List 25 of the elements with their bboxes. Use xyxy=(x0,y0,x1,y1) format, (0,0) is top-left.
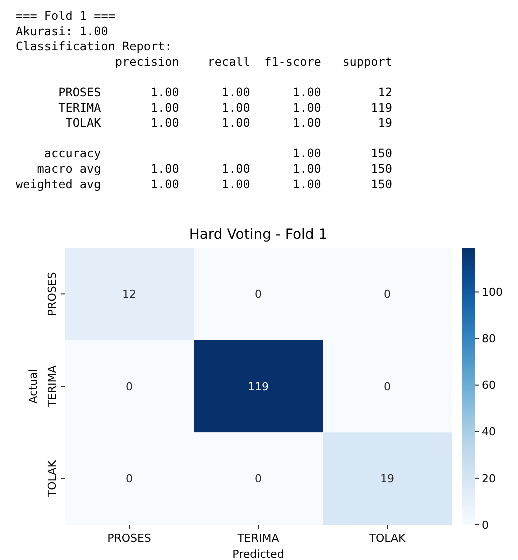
data-label: 19 xyxy=(380,472,394,486)
y-tick-label: TOLAK xyxy=(46,460,59,498)
color-bar-label: 0 xyxy=(482,518,489,532)
color-bar-label: 80 xyxy=(482,332,496,346)
color-bar-label: 20 xyxy=(482,472,496,486)
color-bar-label: 100 xyxy=(482,286,503,300)
y-axis-title: Actual xyxy=(27,369,40,404)
text: === Fold 1 === Akurasi: 1.00 Classification Report: precision recall f1-score support PROSES 1.00 1.00 1.00 12 TERIMA 1.00 1.00 1.00 119 TOLAK 1.00 1.00 1.00 19 accuracy 1.00 150 macro avg 1.00 1.00 1.00 150 weighted avg 1.00 1.00 1.00 150 xyxy=(16,9,392,192)
data-label: 0 xyxy=(126,472,133,486)
color-bar-label: 40 xyxy=(482,426,496,439)
x-tick-label: TOLAK xyxy=(368,532,407,545)
data-label: 0 xyxy=(255,288,262,302)
data-label: 0 xyxy=(255,472,262,486)
y-tick-label: TERIMA xyxy=(46,365,59,408)
data-label: 0 xyxy=(126,380,133,394)
chart-title: Hard Voting - Fold 1 xyxy=(189,227,328,243)
x-tick-label: PROSES xyxy=(108,532,152,545)
data-label: 119 xyxy=(248,380,269,394)
data-label: 0 xyxy=(384,380,391,394)
data-label: 12 xyxy=(122,288,136,302)
color-bar-label: 60 xyxy=(482,379,496,392)
data-label: 0 xyxy=(384,288,391,302)
y-tick-label: PROSES xyxy=(46,272,59,316)
x-tick-label: TERIMA xyxy=(236,532,280,545)
x-axis-title: Predicted xyxy=(232,548,284,560)
